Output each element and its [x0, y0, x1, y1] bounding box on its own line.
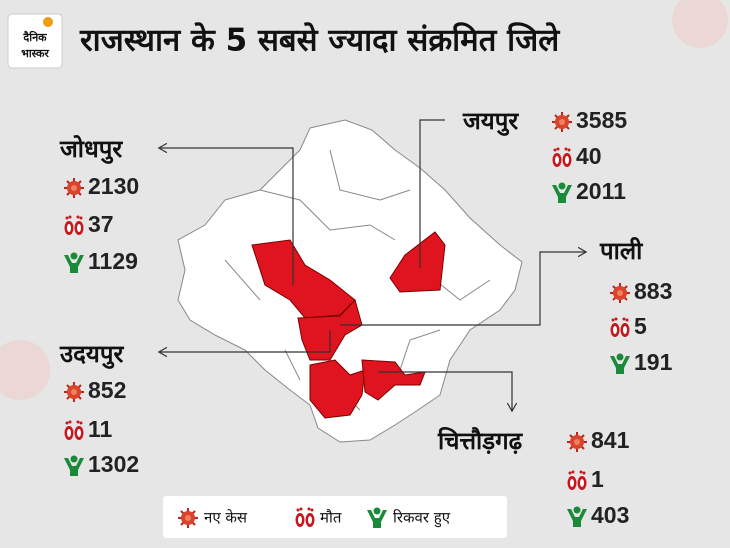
stat-value: 841 — [591, 427, 630, 453]
stat-value: 11 — [88, 416, 113, 442]
logo-sun — [43, 17, 53, 27]
virus-decoration — [0, 340, 50, 400]
legend — [163, 496, 507, 538]
district-name: जयपुर — [462, 107, 519, 136]
stat-value: 883 — [634, 278, 672, 304]
icon — [63, 381, 85, 403]
logo — [7, 13, 63, 69]
district-name: पाली — [599, 237, 643, 265]
map — [160, 119, 585, 443]
virus-decoration — [672, 0, 728, 48]
stat-value: 2130 — [88, 173, 139, 199]
stat-value: 37 — [88, 211, 114, 237]
stat-value: 40 — [576, 143, 602, 169]
legend-label: नए केस — [204, 509, 248, 527]
logo-text: भास्कर — [21, 47, 49, 60]
stat-value: 1 — [591, 466, 604, 492]
district-name: जोधपुर — [59, 135, 123, 164]
district-name: चित्तौड़गढ़ — [437, 427, 524, 455]
stat-value: 403 — [591, 502, 629, 528]
icon — [551, 111, 573, 133]
district-name: उदयपुर — [59, 340, 124, 369]
logo-text: दैनिक — [22, 30, 47, 44]
stat-value: 1129 — [88, 248, 138, 274]
icon — [566, 431, 588, 453]
stat-value: 5 — [634, 313, 647, 339]
title: राजस्थान के 5 सबसे ज्यादा संक्रमित जिले — [79, 22, 560, 59]
icon — [63, 177, 85, 199]
stat-value: 852 — [88, 377, 126, 403]
stat-value: 2011 — [576, 178, 626, 204]
icon — [609, 282, 631, 304]
stat-value: 1302 — [88, 451, 139, 477]
legend-label: मौत — [320, 509, 342, 527]
legend-icon — [177, 507, 199, 529]
stat-value: 191 — [634, 349, 673, 375]
stat-value: 3585 — [576, 107, 627, 133]
legend-label: रिकवर हुए — [393, 509, 451, 528]
